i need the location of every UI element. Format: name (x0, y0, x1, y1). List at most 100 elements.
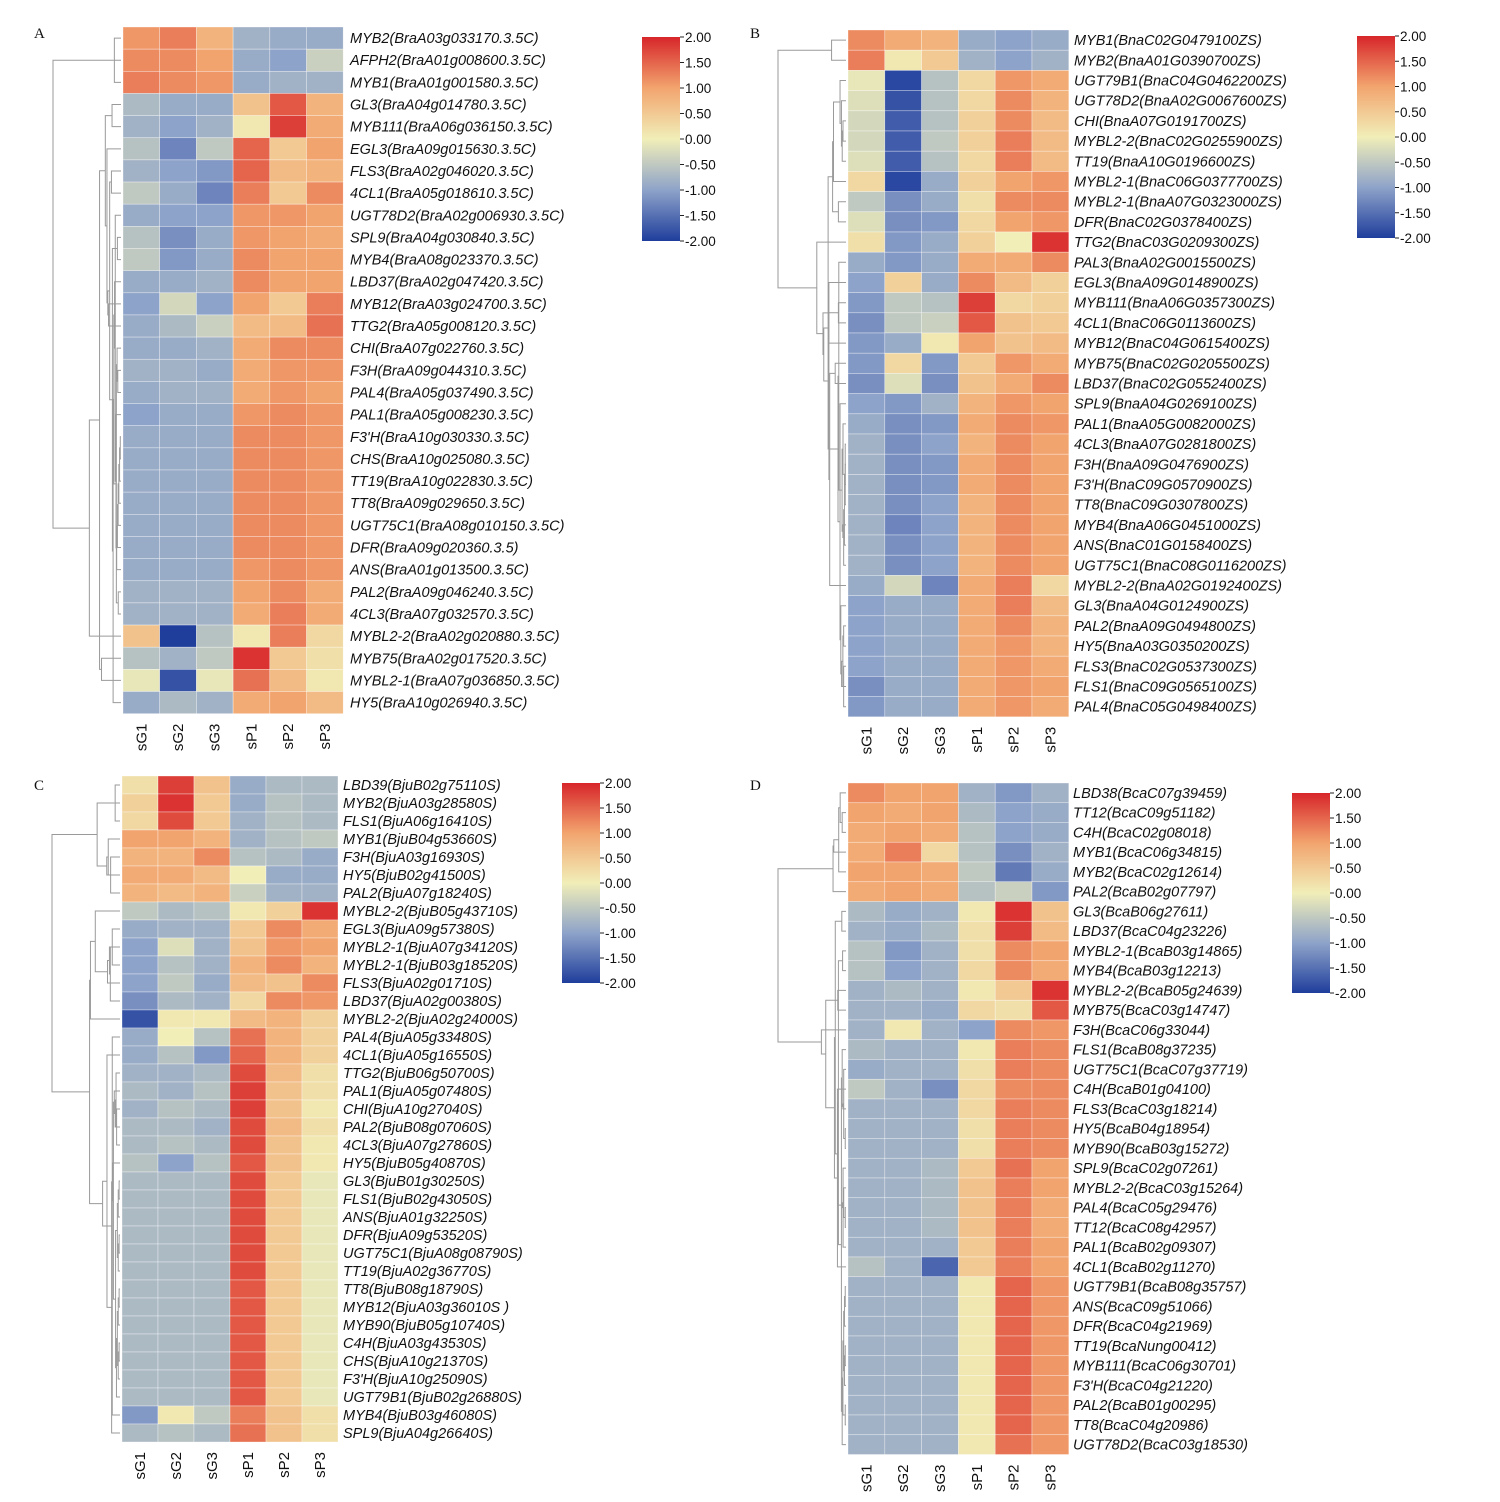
heatmap-cell (196, 425, 234, 449)
dendrogram-branch (102, 1180, 113, 1227)
heatmap-cell (958, 1039, 996, 1060)
heatmap-cell (121, 1333, 159, 1353)
heatmap-cell (157, 1423, 195, 1443)
heatmap-cell (121, 811, 159, 831)
column-label: sP1 (240, 1452, 257, 1478)
heatmap-cell (121, 991, 159, 1011)
heatmap-cell (306, 403, 344, 426)
heatmap-cell (994, 960, 1033, 981)
heatmap-cell (122, 558, 161, 582)
heatmap-cell (1031, 494, 1070, 516)
heatmap-cell (884, 292, 922, 314)
heatmap-cell (269, 624, 307, 648)
heatmap-cell (847, 980, 886, 1001)
heatmap-cell (159, 580, 197, 604)
dendrogram-branch (117, 1243, 120, 1272)
heatmap-cell (921, 1256, 959, 1278)
heatmap-cell (994, 1019, 1033, 1041)
heatmap-cell (229, 1153, 267, 1173)
heatmap-cell (306, 513, 344, 537)
gene-label: HY5(BjuB05g40870S) (343, 1156, 486, 1172)
color-scale-label: -0.50 (605, 901, 636, 916)
heatmap-cell (269, 93, 307, 116)
column-label: sG2 (895, 727, 912, 755)
heatmap-cell (229, 919, 267, 939)
heatmap-cell (958, 352, 996, 374)
heatmap-cell (847, 231, 886, 253)
heatmap-cell (265, 1027, 303, 1047)
heatmap-cell (921, 70, 959, 91)
heatmap-cell (265, 793, 303, 813)
dendrogram-branch (844, 1286, 846, 1307)
heatmap-cell (157, 955, 195, 975)
heatmap-cell (958, 696, 996, 718)
heatmap-cell (193, 1423, 231, 1443)
heatmap-cell (958, 1276, 996, 1297)
heatmap-cell (884, 251, 922, 273)
panel-letter: B (750, 26, 760, 42)
dendrogram-branch (118, 1288, 120, 1308)
heatmap-cell (196, 181, 234, 205)
gene-label: ANS(BraA01g013500.3.5C) (349, 563, 529, 579)
heatmap-cell (301, 1135, 339, 1155)
heatmap-cell (994, 534, 1033, 556)
heatmap-cell (1031, 474, 1070, 495)
heatmap-cell (229, 937, 267, 957)
heatmap-cell (232, 491, 271, 515)
gene-label: MYB75(BcaC03g14747) (1073, 1003, 1230, 1019)
gene-label: MYB4(BcaB03g12213) (1073, 964, 1221, 980)
heatmap-cell (269, 292, 307, 316)
heatmap-cell (1031, 980, 1070, 1001)
heatmap-cell (994, 70, 1033, 91)
dendrogram-branch (51, 834, 98, 1093)
column-label: sG2 (170, 724, 187, 752)
heatmap-cell (269, 248, 307, 271)
heatmap-cell (1031, 1296, 1070, 1317)
column-label: sP3 (317, 724, 334, 750)
dendrogram-branch (843, 1310, 845, 1372)
gene-label: HY5(BcaB04g18954) (1073, 1122, 1210, 1138)
heatmap-cell (884, 615, 922, 637)
heatmap-cell (958, 960, 996, 981)
heatmap-cell (884, 1138, 922, 1159)
heatmap-cell (847, 802, 886, 823)
heatmap-cell (1031, 1414, 1070, 1436)
heatmap-cell (847, 655, 886, 677)
heatmap-cell (884, 1039, 922, 1060)
heatmap-cell (994, 822, 1033, 843)
heatmap-cell (994, 474, 1033, 495)
heatmap-cell (193, 1243, 231, 1263)
gene-label: LBD37(BcaC04g23226) (1073, 924, 1227, 940)
color-scale-label: 2.00 (1335, 786, 1361, 801)
heatmap-cell (921, 802, 959, 823)
heatmap-cell (884, 960, 922, 981)
heatmap-cell (1031, 1335, 1070, 1357)
heatmap-cell (884, 881, 922, 902)
gene-label: F3H(BraA09g044310.3.5C) (350, 363, 527, 379)
heatmap-cell (958, 49, 996, 71)
heatmap-cell (884, 1414, 922, 1436)
gene-label: MYBL2-2(BnaA02G0192400ZS) (1074, 579, 1282, 595)
dendrogram-branch (106, 148, 121, 304)
gene-label: MYB4(BnaA06G0451000ZS) (1074, 518, 1261, 534)
heatmap-cell (157, 1207, 195, 1227)
heatmap-cell (193, 1333, 231, 1353)
heatmap-cell (306, 691, 344, 714)
gene-label: GL3(BnaA04G0124900ZS) (1074, 599, 1249, 615)
heatmap-cell (306, 381, 344, 404)
dendrogram-branch (110, 170, 121, 194)
dendrogram-branch (99, 170, 106, 670)
color-scale-bar (1292, 793, 1330, 993)
gene-label: F3H(BcaC06g33044) (1073, 1023, 1210, 1039)
gene-label: UGT79B1(BcaB08g35757) (1073, 1280, 1246, 1296)
heatmap-cell (921, 453, 959, 475)
dendrogram-branch (107, 290, 110, 316)
gene-label: MYB4(BraA08g023370.3.5C) (350, 253, 539, 269)
heatmap-cell (884, 1394, 922, 1416)
heatmap-cell (229, 1009, 267, 1029)
heatmap-cell (193, 1369, 231, 1389)
gene-label: FLS3(BcaC03g18214) (1073, 1102, 1217, 1118)
heatmap-cell (121, 1189, 159, 1209)
dendrogram-branch (822, 312, 829, 355)
heatmap-cell (306, 248, 344, 271)
